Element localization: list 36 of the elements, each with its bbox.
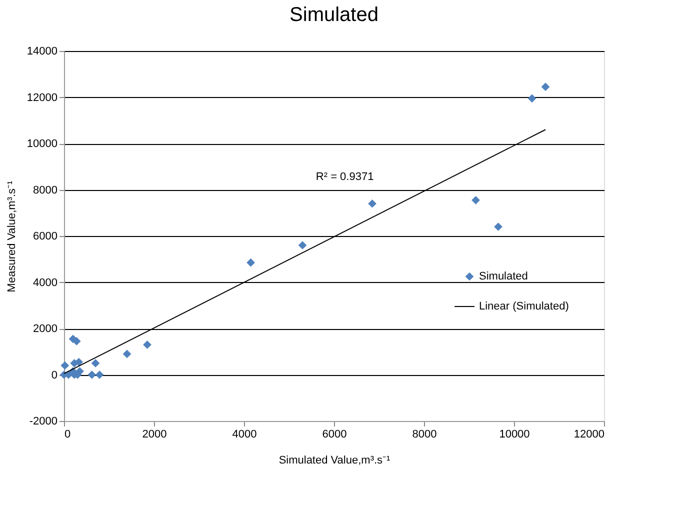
point xyxy=(122,350,132,358)
point xyxy=(494,222,502,231)
point xyxy=(88,370,96,379)
y-tick-label: 8000 xyxy=(33,184,58,196)
x-tick-label: 10000 xyxy=(499,428,530,440)
point xyxy=(246,258,255,267)
point xyxy=(143,340,152,349)
x-tick-label: 6000 xyxy=(322,428,347,440)
legend-label: Linear (Simulated) xyxy=(479,300,569,312)
y-tick-label: 12000 xyxy=(26,92,58,104)
y-tick-label: 0 xyxy=(51,369,58,382)
y-axis-title: Measured Value,m³.s⁻¹ xyxy=(6,180,18,292)
point xyxy=(298,241,307,250)
point xyxy=(528,94,536,103)
point xyxy=(368,199,376,208)
x-axis-title: Simulated Value,m³.s⁻¹ xyxy=(278,454,391,466)
chart-title: Simulated xyxy=(290,4,378,26)
x-tick-label: 2000 xyxy=(142,428,167,440)
x-tick-label: 0 xyxy=(64,428,71,440)
point xyxy=(76,367,84,376)
point xyxy=(95,370,104,379)
y-tick-label: 10000 xyxy=(26,138,58,150)
x-tick-label: 12000 xyxy=(574,428,604,440)
y-tick-label: -2000 xyxy=(29,416,58,428)
y-tick-label: 2000 xyxy=(33,323,58,335)
y-tick-label: 4000 xyxy=(33,276,58,289)
y-tick-label: 6000 xyxy=(33,230,58,242)
point xyxy=(60,361,70,370)
x-tick-label: 8000 xyxy=(412,428,437,440)
legend-label: Simulated xyxy=(479,270,528,282)
annotation: R² = 0.9371 xyxy=(316,170,374,183)
point xyxy=(541,82,550,92)
point xyxy=(91,359,100,368)
point xyxy=(472,196,480,204)
x-tick-label: 4000 xyxy=(232,428,257,440)
y-tick-label: 14000 xyxy=(26,46,58,58)
